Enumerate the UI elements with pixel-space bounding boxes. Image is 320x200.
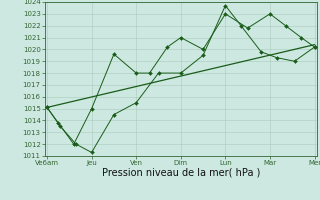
- X-axis label: Pression niveau de la mer( hPa ): Pression niveau de la mer( hPa ): [102, 168, 260, 178]
